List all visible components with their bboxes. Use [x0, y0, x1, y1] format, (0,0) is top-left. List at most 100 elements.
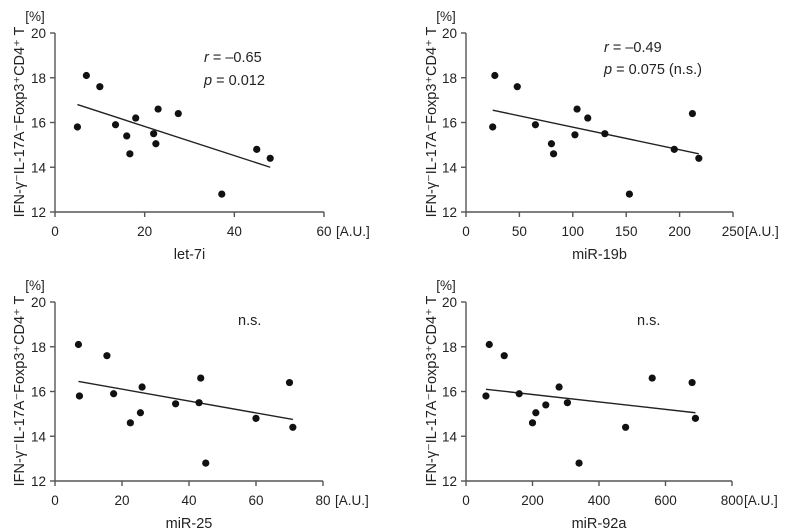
y-unit-label: [%] [436, 278, 456, 293]
data-point [103, 352, 111, 360]
x-unit-label: [A.U.] [336, 224, 370, 239]
x-tick-label: 600 [654, 493, 677, 508]
x-tick-label: 40 [181, 493, 196, 508]
y-tick-label: 20 [442, 295, 457, 310]
trend-line [492, 109, 699, 155]
data-point [138, 383, 146, 391]
data-point [531, 121, 540, 129]
x-tick-label: 0 [462, 224, 470, 239]
data-point [111, 121, 120, 129]
x-tick-label: 400 [588, 493, 611, 508]
x-tick-label: 20 [137, 224, 152, 239]
data-point [197, 374, 205, 382]
x-tick-label: 150 [615, 224, 638, 239]
y-tick-label: 16 [442, 116, 457, 131]
data-point [648, 374, 656, 382]
data-point [74, 340, 83, 349]
x-tick-label: 60 [248, 493, 263, 508]
data-point [670, 145, 678, 153]
y-tick-label: 20 [31, 26, 46, 41]
y-tick-label: 14 [442, 429, 458, 444]
data-point [584, 114, 592, 122]
data-point [489, 123, 497, 131]
annotation-secondary: p = 0.075 (n.s.) [603, 62, 702, 78]
annotation-primary: r = –0.49 [604, 40, 662, 56]
data-point [136, 409, 145, 417]
data-point [289, 423, 297, 431]
y-tick-label: 14 [442, 160, 458, 175]
x-unit-label: [A.U.] [335, 493, 369, 508]
data-point [195, 399, 203, 407]
data-point [482, 392, 490, 400]
y-axis-title: IFN-γ⁻IL-17A⁻Foxp3⁺CD4⁺ T [12, 27, 28, 218]
y-axis-title: IFN-γ⁻IL-17A⁻Foxp3⁺CD4⁺ T [424, 296, 440, 487]
y-tick-label: 18 [442, 71, 457, 86]
x-tick-label: 250 [722, 224, 745, 239]
chart-panel-3: 12 14 16 18 20 0 20 40 60 80 [A.U.] [%] miR-25 IFN-γ⁻… [12, 278, 369, 531]
data-point [252, 414, 260, 422]
y-tick-label: 14 [31, 160, 47, 175]
x-axis-title: miR-92a [572, 516, 628, 531]
x-tick-label: 20 [114, 493, 129, 508]
data-point [555, 383, 563, 391]
data-point [575, 459, 583, 467]
y-tick-label: 20 [442, 26, 457, 41]
data-point [126, 150, 134, 158]
data-point [601, 130, 609, 138]
data-point [500, 352, 508, 360]
trend-line [78, 380, 293, 421]
x-tick-label: 0 [462, 493, 470, 508]
data-point [123, 132, 131, 140]
x-tick-label: 200 [668, 224, 691, 239]
y-tick-label: 12 [442, 205, 457, 220]
y-tick-label: 12 [442, 474, 457, 489]
data-point [82, 71, 90, 80]
annotation-primary: r = –0.65 [204, 50, 262, 66]
data-point [691, 414, 700, 422]
y-tick-label: 16 [31, 385, 46, 400]
y-tick-label: 18 [442, 340, 457, 355]
data-point [485, 340, 493, 349]
x-tick-label: 0 [51, 493, 59, 508]
data-point [688, 109, 697, 118]
data-point [154, 105, 162, 113]
data-point [491, 71, 499, 80]
annotation-primary: n.s. [238, 313, 261, 329]
data-point [528, 419, 537, 427]
data-point [150, 130, 158, 138]
data-point [285, 378, 294, 387]
data-point [571, 131, 579, 139]
data-point [625, 190, 634, 198]
x-tick-label: 0 [51, 224, 59, 239]
data-point [202, 459, 210, 467]
data-point [688, 378, 696, 387]
x-unit-label: [A.U.] [745, 224, 779, 239]
data-point [110, 390, 118, 398]
data-point [695, 154, 703, 162]
x-tick-label: 100 [562, 224, 585, 239]
data-point [174, 109, 182, 118]
chart-panel-1: 12 14 16 18 20 0 20 40 60 [A.U.] [%] let-7i IFN-γ⁻IL… [12, 9, 370, 263]
y-axis-title: IFN-γ⁻IL-17A⁻Foxp3⁺CD4⁺ T [12, 296, 28, 487]
data-point [532, 409, 540, 417]
data-point [218, 190, 226, 198]
data-point [253, 145, 261, 153]
data-point [622, 423, 630, 431]
data-point [132, 114, 140, 122]
data-point [513, 83, 521, 91]
y-tick-label: 16 [442, 385, 457, 400]
y-tick-label: 16 [31, 116, 46, 131]
data-point [573, 105, 581, 113]
x-unit-label: [A.U.] [744, 493, 778, 508]
data-point [73, 123, 82, 131]
x-tick-label: 50 [512, 224, 527, 239]
annotation-primary: n.s. [637, 313, 660, 329]
data-point [96, 83, 104, 91]
data-point [549, 150, 558, 158]
x-tick-label: 60 [316, 224, 331, 239]
data-point [172, 400, 180, 408]
y-tick-label: 18 [31, 340, 46, 355]
y-tick-label: 20 [31, 295, 46, 310]
